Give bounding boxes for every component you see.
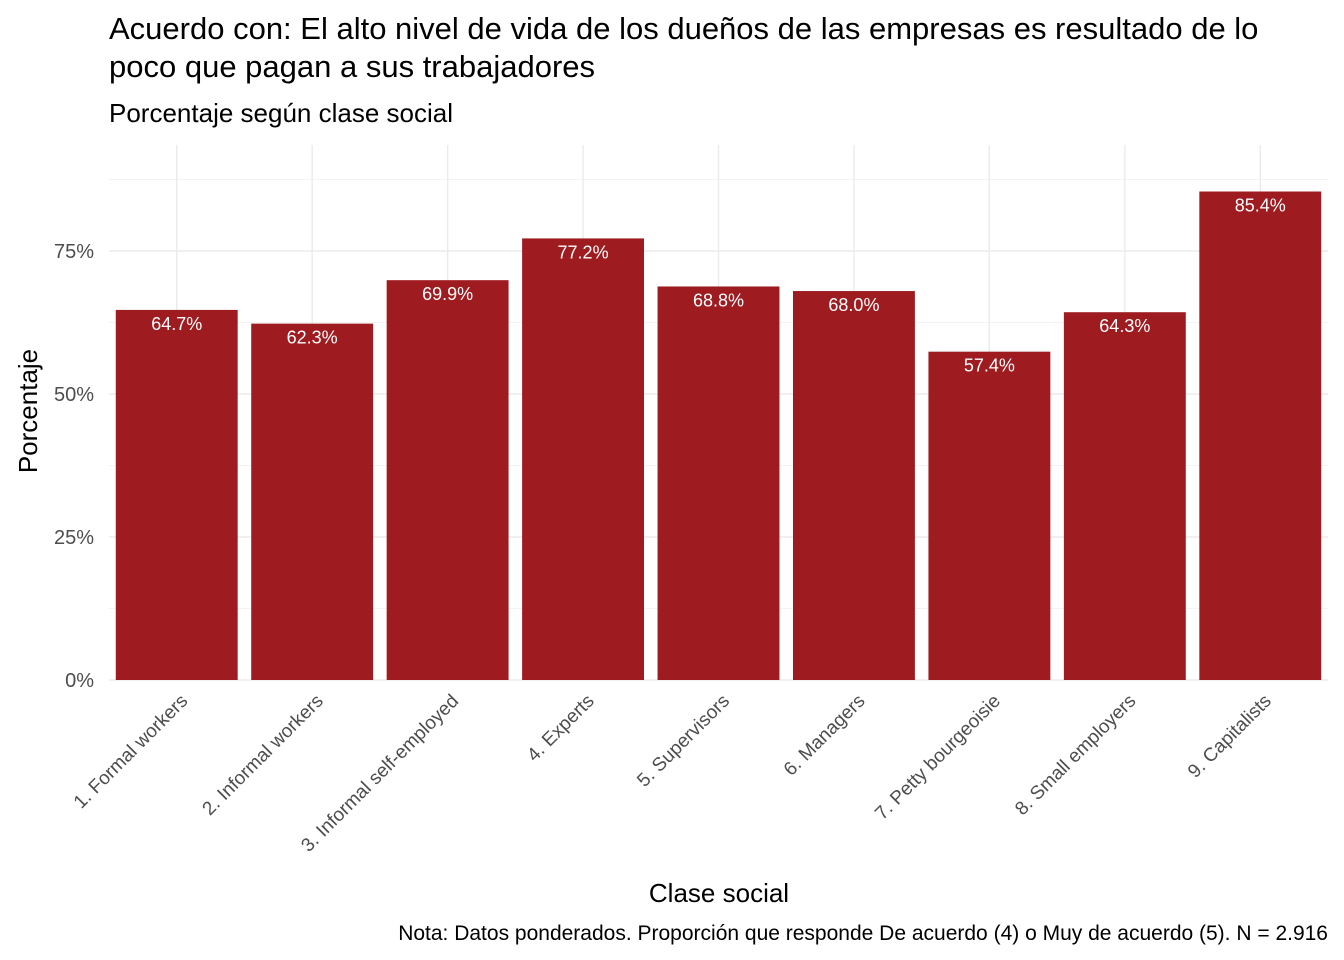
bar xyxy=(115,309,238,680)
bar-value-label: 69.9% xyxy=(422,284,473,304)
bar xyxy=(251,323,374,680)
x-tick-label: 6. Managers xyxy=(780,691,870,781)
x-tick-label: 1. Formal workers xyxy=(70,691,192,813)
x-tick-label: 7. Petty bourgeoisie xyxy=(871,691,1005,825)
x-tick-label: 8. Small employers xyxy=(1011,691,1140,820)
bars xyxy=(115,191,1322,680)
bar-value-label: 68.8% xyxy=(693,290,744,310)
bar xyxy=(386,280,509,680)
bar xyxy=(657,286,780,680)
bar-value-label: 68.0% xyxy=(828,295,879,315)
bar xyxy=(1199,191,1322,680)
bar xyxy=(928,351,1051,680)
x-axis-title: Clase social xyxy=(649,878,789,908)
bar-value-label: 85.4% xyxy=(1235,196,1286,216)
chart-caption: Nota: Datos ponderados. Proporción que r… xyxy=(398,922,1328,945)
bar xyxy=(792,291,915,680)
bar-value-label: 77.2% xyxy=(558,242,609,262)
bar xyxy=(522,238,645,680)
x-tick-label: 4. Experts xyxy=(523,691,598,766)
y-tick-label: 25% xyxy=(54,527,94,549)
x-tick-label: 3. Informal self-employed xyxy=(297,691,463,857)
y-tick-label: 50% xyxy=(54,384,94,406)
y-axis-ticks: 0% 25% 50% 75% xyxy=(54,241,94,692)
bar-labels: 64.7% 62.3% 69.9% 77.2% 68.8% 68.0% 57.4% 64.3%… xyxy=(151,196,1286,376)
x-tick-label: 9. Capitalists xyxy=(1184,691,1276,783)
x-tick-label: 5. Supervisors xyxy=(633,691,734,792)
x-tick-label: 2. Informal workers xyxy=(199,691,328,820)
chart-title: Acuerdo con: El alto nivel de vida de lo… xyxy=(109,11,1259,84)
bar-value-label: 62.3% xyxy=(287,328,338,348)
bar-value-label: 57.4% xyxy=(964,356,1015,376)
bar-value-label: 64.3% xyxy=(1099,316,1150,336)
y-tick-label: 0% xyxy=(65,670,94,692)
bar xyxy=(1063,312,1186,680)
bar-value-label: 64.7% xyxy=(151,314,202,334)
y-tick-label: 75% xyxy=(54,241,94,263)
chart-subtitle: Porcentaje según clase social xyxy=(109,98,453,128)
y-axis-title: Porcentaje xyxy=(13,349,43,473)
